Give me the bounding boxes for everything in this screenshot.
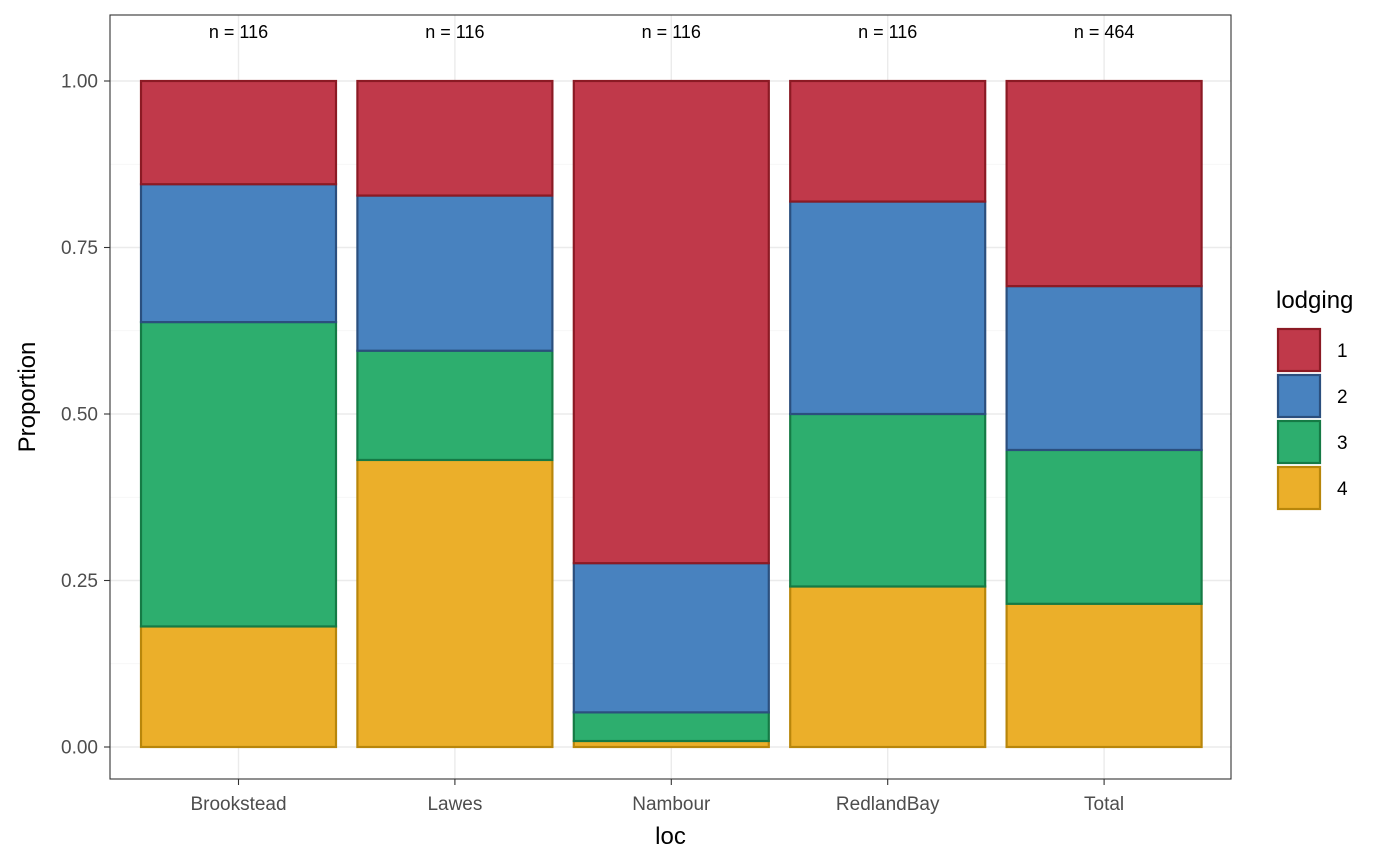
bar-segment: [789, 412, 987, 588]
legend-label: 2: [1337, 387, 1348, 408]
bars: [139, 79, 1203, 749]
x-tick-label: Brookstead: [190, 794, 286, 815]
y-tick-label: 0.50: [61, 405, 98, 426]
y-axis-title: Proportion: [14, 342, 41, 453]
y-tick-label: 0.25: [61, 571, 98, 592]
bar-segment: [1005, 448, 1203, 605]
x-tick-label: Total: [1084, 794, 1124, 815]
bar-segment: [1005, 79, 1203, 288]
y-tick-label: 0.75: [61, 238, 98, 259]
legend-key: [1276, 373, 1322, 419]
legend-title: lodging: [1276, 287, 1353, 314]
n-label: n = 116: [209, 22, 268, 42]
bar-segment: [789, 200, 987, 416]
n-label: n = 464: [1074, 22, 1135, 42]
x-tick-label: Lawes: [427, 794, 482, 815]
x-axis: Brookstead Lawes Nambour RedlandBay Total: [190, 779, 1124, 815]
n-label: n = 116: [425, 22, 484, 42]
legend-label: 1: [1337, 341, 1348, 362]
legend-key: [1276, 327, 1322, 373]
legend-label: 3: [1337, 433, 1348, 454]
bar-segment: [789, 585, 987, 749]
bar-segment: [572, 562, 770, 714]
bar-segment: [789, 79, 987, 203]
legend-label: 4: [1337, 479, 1348, 500]
legend: lodging 1 2 3 4: [1276, 287, 1353, 511]
bar-segment: [356, 349, 554, 462]
bar-segment: [572, 79, 770, 565]
n-label: n = 116: [642, 22, 701, 42]
n-labels: n = 116 n = 116 n = 116 n = 116 n = 464: [209, 22, 1134, 42]
legend-key: [1276, 419, 1322, 465]
panel-border: [109, 14, 1232, 780]
n-label: n = 116: [858, 22, 917, 42]
bar-segment: [572, 711, 770, 743]
x-axis-title: loc: [655, 823, 686, 850]
bar-segment: [356, 79, 554, 197]
legend-key: [1276, 465, 1322, 511]
bar-segment: [356, 194, 554, 352]
legend-items: 1 2 3 4: [1276, 327, 1348, 511]
x-tick-label: RedlandBay: [836, 794, 940, 815]
y-axis: 0.00 0.25 0.50 0.75 1.00: [61, 72, 110, 759]
bar-segment: [139, 625, 338, 749]
bar-segment: [1005, 285, 1203, 452]
bar-segment: [1005, 602, 1203, 749]
bar-segment: [139, 183, 338, 324]
y-tick-label: 0.00: [61, 738, 98, 759]
y-tick-label: 1.00: [61, 72, 98, 93]
bar-segment: [139, 320, 338, 628]
bar-segment: [139, 79, 338, 186]
x-tick-label: Nambour: [632, 794, 711, 815]
bar-segment: [356, 458, 554, 749]
